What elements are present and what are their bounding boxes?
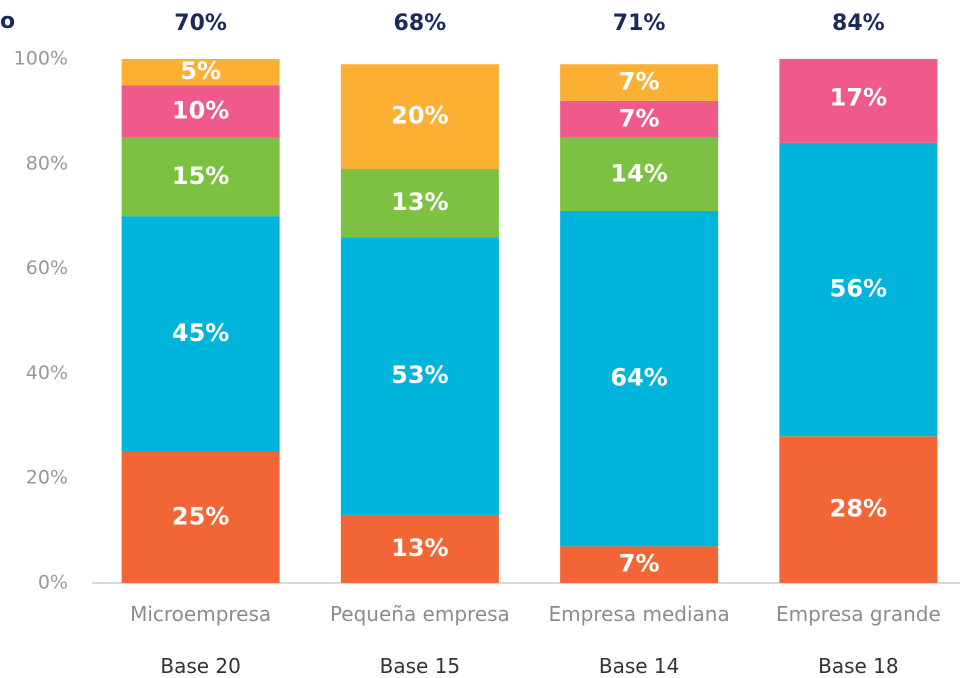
- total-label: 70%: [174, 11, 227, 36]
- segment-label: 28%: [830, 495, 887, 523]
- segment-label: 64%: [610, 364, 667, 392]
- total-label: 84%: [832, 11, 885, 36]
- y-tick-label: 0%: [38, 572, 68, 594]
- bar-segment: [340, 514, 499, 583]
- bar-segment: [560, 100, 719, 138]
- segment-label: 20%: [391, 102, 448, 130]
- segment-label: 7%: [619, 550, 660, 578]
- bars: [121, 59, 938, 583]
- bar-segment: [560, 64, 719, 101]
- base-label: Base 14: [598, 654, 680, 678]
- bar-segment: [340, 237, 499, 515]
- segment-label: 7%: [619, 68, 660, 96]
- y-tick-label: 100%: [14, 48, 68, 70]
- bar-segment: [121, 452, 280, 583]
- bar-segment: [779, 142, 938, 437]
- y-tick-label: 60%: [26, 257, 68, 279]
- bar-segment: [121, 137, 280, 217]
- segment-label: 25%: [172, 503, 229, 531]
- segment-label: 14%: [610, 159, 667, 187]
- segment-label: 10%: [172, 96, 229, 124]
- y-tick-label: 80%: [26, 152, 68, 174]
- total-label: 71%: [613, 11, 666, 36]
- bar-segment: [779, 59, 938, 143]
- total-label: 68%: [394, 11, 447, 36]
- y-tick-label: 40%: [26, 362, 68, 384]
- bar-segment: [340, 169, 499, 238]
- segment-label: 45%: [172, 319, 229, 347]
- bar-segment: [560, 137, 719, 211]
- base-label: Base 20: [160, 654, 241, 678]
- segment-label: 56%: [830, 275, 887, 303]
- x-tick-label: Empresa grande: [775, 602, 941, 626]
- segment-label: 7%: [619, 104, 660, 132]
- segment-label: 13%: [391, 188, 448, 216]
- x-tick-label: Pequeña empresa: [329, 602, 510, 626]
- bar-segment: [560, 546, 719, 583]
- x-tick-label: Microempresa: [130, 602, 272, 626]
- bar-segment: [121, 216, 280, 452]
- base-label: Base 15: [379, 654, 461, 678]
- bar-segment: [121, 59, 280, 86]
- bar-segment: [779, 436, 938, 583]
- y-tick-label: 20%: [26, 467, 68, 489]
- bar-segment: [560, 210, 719, 547]
- x-tick-label: Empresa mediana: [548, 602, 730, 626]
- bar-segment: [340, 64, 499, 170]
- segment-label: 5%: [180, 57, 221, 85]
- segment-label: 15%: [172, 162, 229, 190]
- corner-text: o: [0, 9, 15, 34]
- bar-segment: [121, 85, 280, 138]
- segment-label: 13%: [391, 534, 448, 562]
- segment-label: 17%: [830, 83, 887, 111]
- base-label: Base 18: [818, 654, 899, 678]
- segment-label: 53%: [391, 361, 448, 389]
